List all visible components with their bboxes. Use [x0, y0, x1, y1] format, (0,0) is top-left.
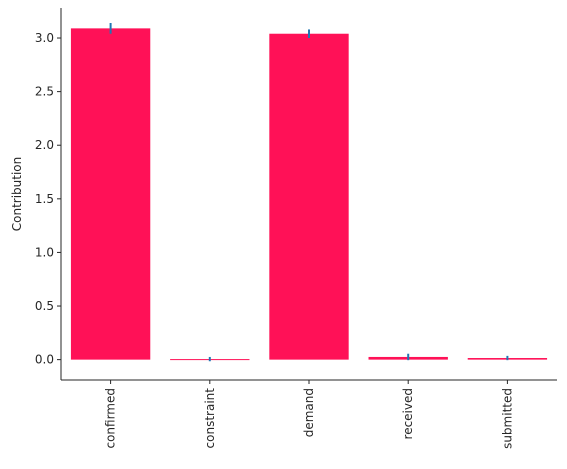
y-tick-label: 1.5 — [35, 192, 54, 206]
plot-area — [70, 23, 548, 362]
x-tick-label: confirmed — [104, 388, 118, 449]
y-ticks: 0.0 0.5 1.0 1.5 2.0 2.5 3.0 — [35, 31, 61, 367]
x-ticks: confirmed constraint demand received submitt… — [104, 380, 514, 449]
bar-demand — [269, 33, 349, 360]
y-tick-label: 2.0 — [35, 138, 54, 152]
x-tick-label: demand — [302, 388, 316, 437]
y-tick-label: 3.0 — [35, 31, 54, 45]
x-tick-label: submitted — [500, 388, 514, 449]
y-axis-label: Contribution — [10, 157, 24, 232]
y-tick-label: 0.5 — [35, 299, 54, 313]
bar-confirmed — [70, 28, 151, 360]
error-bars — [109, 23, 509, 362]
x-tick-label: received — [401, 388, 415, 439]
y-tick-label: 2.5 — [35, 85, 54, 99]
x-tick-label: constraint — [203, 388, 217, 449]
bars — [70, 28, 548, 361]
y-tick-label: 0.0 — [35, 353, 54, 367]
y-tick-label: 1.0 — [35, 245, 54, 259]
